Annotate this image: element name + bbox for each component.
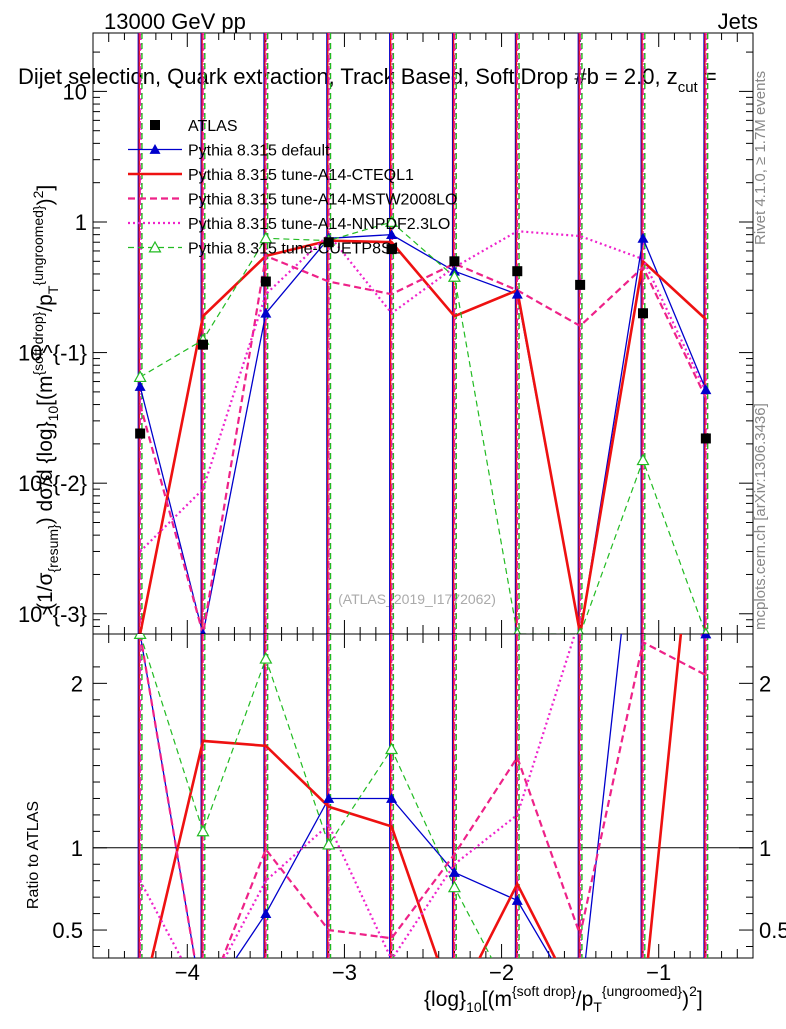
legend-label: Pythia 8.315 tune-A14-NNPDF2.3LO xyxy=(188,216,450,233)
ratio-y-axis-title: Ratio to ATLAS xyxy=(25,801,42,909)
ratio-point-default xyxy=(260,908,272,918)
legend-label: Pythia 8.315 tune-CUETP8S1 xyxy=(188,241,401,258)
ratio-panel: −4 −3 −2 −1 0.5 0.5 1 1 2 2 xyxy=(52,633,786,1012)
x-tick-label: −2 xyxy=(489,960,514,985)
ratio-line-default xyxy=(139,634,706,958)
main-y-axis-title: (1/σ{resum}) dσ/d {log}10[(m{soft drop}/… xyxy=(30,185,61,610)
legend: ATLAS Pythia 8.315 default Pythia 8.315 tu… xyxy=(128,118,457,258)
y-tick-label: 10^{-3} xyxy=(18,602,87,627)
point-atlas xyxy=(386,244,397,255)
ratio-y-tick-label: 1 xyxy=(759,836,771,861)
series-ratio xyxy=(133,634,712,1012)
y-tick-label: 10^{-2} xyxy=(18,471,87,496)
x-tick-label: −3 xyxy=(332,960,357,985)
ratio-point-cuetp8s1 xyxy=(133,634,147,640)
error-bars-ratio xyxy=(137,634,709,958)
selection-title: Dijet selection, Quark extraction, Track… xyxy=(18,64,717,96)
series-line-nnpdf23lo xyxy=(139,230,707,553)
series-main xyxy=(133,215,712,634)
ratio-point-default xyxy=(700,634,712,639)
point-atlas xyxy=(323,237,334,248)
ratio-y-tick-label: 0.5 xyxy=(759,918,786,943)
point-atlas xyxy=(198,339,208,350)
point-atlas xyxy=(260,276,271,287)
point-cuetp8s1 xyxy=(636,453,650,466)
point-cuetp8s1 xyxy=(702,627,710,634)
point-cuetp8s1 xyxy=(576,627,584,634)
series-line-cteql1 xyxy=(138,239,707,634)
point-default xyxy=(700,384,712,395)
point-cuetp8s1 xyxy=(259,231,273,244)
ratio-point-cuetp8s1 xyxy=(385,742,399,755)
y-tick-label: 10 xyxy=(63,79,87,104)
ratio-point-default xyxy=(448,866,460,877)
energy-label: 13000 GeV pp xyxy=(104,9,246,34)
ratio-point-cuetp8s1 xyxy=(322,837,336,850)
rivet-label: Rivet 4.1.0, ≥ 1.7M events xyxy=(752,71,769,245)
series-line-default xyxy=(139,233,707,634)
point-atlas xyxy=(638,308,648,319)
legend-label: ATLAS xyxy=(188,118,238,135)
point-atlas xyxy=(135,428,146,439)
y-tick-label: 1 xyxy=(75,210,87,235)
point-default xyxy=(199,628,207,634)
ratio-line-cteql1 xyxy=(150,634,683,958)
legend-marker-cuetp8s1 xyxy=(148,240,162,253)
process-label: Jets xyxy=(718,9,758,34)
legend-marker-default xyxy=(149,144,161,154)
ratio-point-default xyxy=(198,1002,209,1012)
point-cuetp8s1 xyxy=(133,370,147,383)
analysis-label: (ATLAS_2019_I1772062) xyxy=(338,591,496,607)
ratio-point-cuetp8s1 xyxy=(196,824,210,837)
point-default xyxy=(260,307,272,318)
point-atlas xyxy=(449,256,460,267)
ratio-y-tick-label: 2 xyxy=(71,671,83,696)
ratio-point-default xyxy=(323,792,335,803)
point-default xyxy=(386,229,398,240)
main-panel: 10^{-3} 10^{-2} 10^{-1} 1 10 xyxy=(18,32,754,635)
ratio-y-tick-label: 2 xyxy=(759,671,771,696)
ratio-y-tick-label: 0.5 xyxy=(52,918,83,943)
series-line-cuetp8s1 xyxy=(139,221,707,634)
point-default xyxy=(511,288,523,299)
ratio-y-tick-label: 1 xyxy=(71,836,83,861)
mcplots-label: mcplots.cern.ch [arXiv:1306.3436] xyxy=(752,403,769,630)
ratio-point-default xyxy=(386,792,398,803)
point-atlas xyxy=(575,279,586,290)
error-bars-main xyxy=(137,33,709,634)
point-default xyxy=(134,380,146,391)
ratio-point-default xyxy=(511,894,523,905)
ratio-point-cuetp8s1 xyxy=(259,651,273,664)
ratio-point-cuetp8s1 xyxy=(512,1002,523,1012)
legend-marker-atlas xyxy=(150,120,160,130)
ratio-point-cuetp8s1 xyxy=(447,880,461,893)
legend-label: Pythia 8.315 tune-A14-CTEQL1 xyxy=(188,167,414,184)
point-cuetp8s1 xyxy=(385,215,399,227)
series-line-mstw2008lo xyxy=(139,254,707,634)
legend-label: Pythia 8.315 default xyxy=(188,143,330,160)
x-tick-label: −1 xyxy=(646,960,671,985)
ratio-line-nnpdf23lo xyxy=(139,634,707,958)
point-atlas xyxy=(700,433,711,444)
ratio-line-mstw2008lo xyxy=(139,634,707,958)
point-cuetp8s1 xyxy=(447,270,461,282)
selection-title-sub: cut xyxy=(678,79,699,96)
point-cuetp8s1 xyxy=(513,627,522,634)
selection-title-main: Dijet selection, Quark extraction, Track… xyxy=(18,64,678,89)
x-tick-label: −4 xyxy=(175,960,200,985)
point-atlas xyxy=(512,266,523,277)
x-axis-title: {log}10[(m{soft drop}/pT{ungroomed})2] xyxy=(424,983,703,1015)
y-tick-label: 10^{-1} xyxy=(18,341,87,366)
point-default xyxy=(637,232,649,243)
legend-label: Pythia 8.315 tune-A14-MSTW2008LO xyxy=(188,192,457,209)
